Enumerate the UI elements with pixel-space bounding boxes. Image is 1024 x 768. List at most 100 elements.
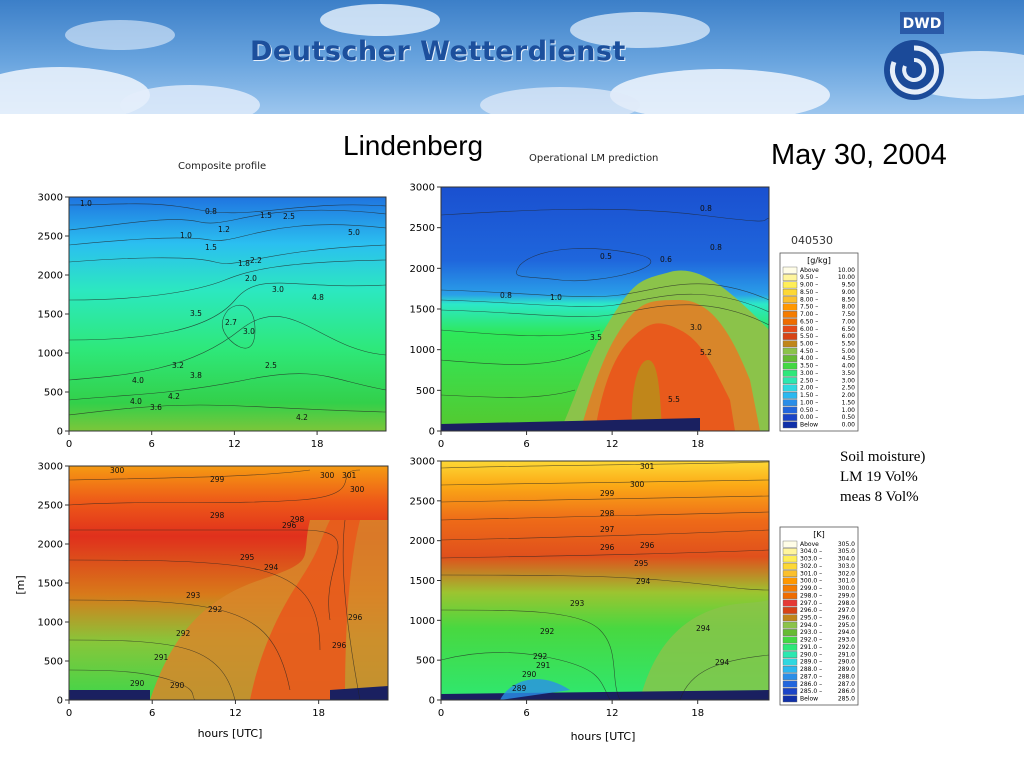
legend-range-label: 6.50 –	[800, 318, 818, 325]
contour-label: 5.0	[348, 228, 360, 237]
legend-swatch	[782, 399, 798, 407]
legend-value-label: 10.00	[838, 274, 855, 281]
x-axis-title-right: hours [UTC]	[571, 730, 636, 743]
legend-range-label: 289.0 –	[800, 659, 822, 666]
contour-label: 295	[634, 559, 649, 568]
contour-label: 2.5	[283, 212, 295, 221]
legend-range-label: 6.00 –	[800, 326, 818, 333]
contour-label: 2.2	[250, 256, 262, 265]
contour-label: 296	[332, 641, 347, 650]
legend-range-label: 1.50 –	[800, 392, 818, 399]
axes-humidity-lm: 0 6 12 18 0 500 1000 1500 2000 2500 3000	[410, 183, 705, 451]
legend-value-label: 297.0	[838, 607, 855, 614]
legend-swatch	[782, 651, 798, 659]
contour-label: 1.5	[260, 211, 272, 220]
contour-label: 1.2	[218, 225, 230, 234]
y-tick-label: 0	[429, 427, 435, 438]
legend-swatch	[782, 281, 798, 289]
x-tick-label: 12	[229, 708, 242, 719]
legend-swatch	[782, 695, 798, 703]
contour-label: 1.5	[205, 243, 217, 252]
y-tick-label: 2000	[410, 536, 435, 547]
contour-label: 297	[600, 525, 615, 534]
legend-range-label: 5.00 –	[800, 341, 818, 348]
org-name: Deutscher Wetterdienst	[250, 36, 626, 67]
run-id-label: 040530	[791, 234, 833, 247]
contour-label: 294	[264, 563, 279, 572]
x-tick-label: 18	[312, 708, 325, 719]
legend-range-label: 0.00 –	[800, 414, 818, 421]
legend-range-label: 0.50 –	[800, 407, 818, 414]
contour-label: 300	[320, 471, 335, 480]
legend-swatch	[782, 636, 798, 644]
legend-value-label: 4.00	[842, 363, 856, 370]
legend-range-label: 4.50 –	[800, 348, 818, 355]
legend-swatch	[782, 288, 798, 296]
contour-lines	[69, 203, 386, 416]
contour-label: 2.5	[265, 361, 277, 370]
legend-range-label: 3.50 –	[800, 363, 818, 370]
contour-labels-humidity-lm: 0.8 0.5 0.8 0.8 1.0 0.6 3.5 3.0 5.2 5.5	[500, 204, 722, 404]
x-tick-label: 0	[66, 708, 72, 719]
contour-label: 0.5	[600, 252, 612, 261]
legend-range-label: 302.0 –	[800, 563, 822, 570]
legend-range-label: 303.0 –	[800, 556, 822, 563]
x-tick-label: 12	[228, 439, 241, 450]
legend-value-label: 5.00	[842, 348, 856, 355]
y-tick-label: 1500	[38, 310, 63, 321]
plot-area	[69, 197, 386, 431]
legend-swatch	[782, 296, 798, 304]
x-tick-label: 6	[149, 439, 155, 450]
contour-label: 2.0	[245, 274, 257, 283]
y-tick-label: 1000	[410, 345, 435, 356]
legend-value-label: 301.0	[838, 578, 855, 585]
legend-range-label: 298.0 –	[800, 592, 822, 599]
legend-swatch	[782, 621, 798, 629]
y-tick-label: 2500	[410, 496, 435, 507]
y-tick-label: 0	[57, 427, 63, 438]
legend-range-label: 301.0 –	[800, 570, 822, 577]
legend-swatch	[782, 333, 798, 340]
contour-label: 294	[715, 658, 730, 667]
x-tick-label: 12	[606, 708, 619, 719]
legend-value-label: 8.00	[842, 304, 856, 311]
contour-label: 3.5	[590, 333, 602, 342]
contour-label: 0.8	[205, 207, 217, 216]
legend-value-label: 286.0	[838, 688, 855, 695]
legend-swatch	[782, 680, 798, 688]
x-tick-label: 0	[438, 439, 444, 450]
legend-swatch	[782, 347, 798, 355]
legend-swatch	[782, 548, 798, 555]
legend-value-label: 10.00	[838, 267, 855, 274]
y-tick-label: 1000	[38, 349, 63, 360]
legend-swatch	[782, 318, 798, 326]
legend-swatch	[782, 266, 798, 274]
dwd-logo: DWD	[884, 12, 944, 100]
x-axis-title-left: hours [UTC]	[198, 727, 263, 740]
contour-label: 299	[600, 489, 615, 498]
axes-temperature-lm: 0 6 12 18 0 500 1000 1500 2000 2500 3000	[410, 457, 705, 720]
y-tick-label: 1000	[38, 618, 63, 629]
legend-range-label: 8.50 –	[800, 289, 818, 296]
legend-range-label: 4.00 –	[800, 355, 818, 362]
legend-value-label: 0.00	[842, 422, 856, 429]
contour-label: 290	[130, 679, 145, 688]
legend-value-label: 289.0	[838, 666, 855, 673]
subtitle-composite: Composite profile	[178, 161, 267, 172]
y-tick-label: 3000	[38, 193, 63, 204]
legend-value-label: 302.0	[838, 570, 855, 577]
contour-label: 3.0	[243, 327, 255, 336]
contour-label: 301	[342, 471, 357, 480]
surface-region	[441, 600, 769, 700]
legend-value-label: 305.0	[838, 548, 855, 555]
contour-label: 2.7	[225, 318, 237, 327]
contour-label: 3.8	[190, 371, 202, 380]
note-line-1: Soil moisture)	[840, 449, 926, 465]
y-tick-label: 500	[416, 656, 435, 667]
legend-swatch	[782, 658, 798, 666]
legend-swatch	[782, 369, 798, 377]
legend-swatch	[782, 406, 798, 414]
contour-label: 291	[154, 653, 169, 662]
